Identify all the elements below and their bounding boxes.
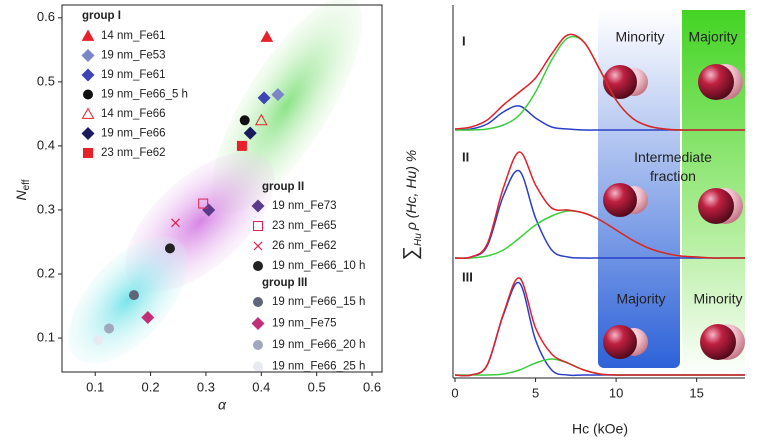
distribution-curve	[454, 169, 745, 259]
fraction-regions	[598, 10, 745, 378]
x-tick-label: 5	[532, 385, 539, 400]
legend-label: 19 nm_Fe53	[101, 50, 166, 62]
x-tick-label: 0.4	[252, 379, 270, 394]
legend-marker	[253, 361, 263, 372]
legend-marker	[83, 89, 93, 100]
y-tick-label: 0.4	[37, 137, 55, 152]
legend-marker	[251, 317, 265, 330]
legend-group-title: group I	[82, 10, 121, 22]
annotation: Majority	[688, 29, 737, 45]
y-tick-label: 0.3	[37, 201, 55, 216]
distribution-curve	[454, 33, 745, 131]
data-point	[254, 113, 268, 126]
sphere	[603, 65, 637, 99]
y-axis-label: Neff	[13, 179, 32, 200]
cluster-regions	[67, 0, 363, 364]
sphere	[603, 325, 637, 359]
annotation: Minority	[615, 29, 664, 45]
sphere	[700, 324, 736, 360]
legend-label: 19 nm_Fe66_25 h	[272, 361, 365, 373]
data-point	[171, 218, 180, 228]
legend-marker	[253, 261, 263, 271]
legend-label: 19 nm_Fe66_15 h	[272, 296, 365, 308]
data-point	[202, 203, 216, 217]
x-tick-label: 0.6	[363, 379, 381, 394]
legend-marker	[81, 127, 95, 140]
legend-label: 19 nm_Fe61	[101, 69, 166, 81]
data-point	[164, 243, 175, 254]
data-point	[260, 30, 274, 42]
legend-label: 19 nm_Fe75	[272, 318, 337, 330]
distribution-curve	[454, 277, 745, 377]
legend-label: 14 nm_Fe66	[101, 108, 166, 120]
y-tick-label: 0.1	[37, 329, 55, 344]
y-tick-label: 0.2	[37, 265, 55, 280]
y-axis-label-main: ρ (Hc, Hu) %	[403, 150, 419, 231]
legend-label: 19 nm_Fe66_10 h	[272, 260, 365, 272]
sphere	[698, 188, 734, 224]
annotation: Minority	[693, 291, 742, 307]
y-axis-label-sum-sub: Hu	[413, 233, 424, 246]
data-point	[104, 323, 115, 334]
legend-label: 19 nm_Fe66_5 h	[101, 89, 188, 101]
legend-group-title: group II	[262, 181, 304, 193]
x-tick-label: 0.1	[86, 379, 104, 394]
legend-label: 19 nm_Fe73	[272, 200, 337, 212]
legend-label: 14 nm_Fe61	[101, 30, 166, 42]
x-tick-label: 15	[689, 385, 703, 400]
data-point	[271, 88, 285, 102]
legend-marker	[81, 107, 95, 119]
x-tick-label: 0	[451, 385, 458, 400]
annotation: Intermediate fraction	[634, 149, 712, 184]
region-group-iii	[67, 236, 189, 364]
sphere	[603, 183, 637, 217]
data-point	[92, 334, 103, 345]
y-axis-label-sub: eff	[21, 179, 32, 190]
data-point	[236, 140, 247, 151]
annotation: Majority	[616, 291, 665, 307]
y-tick-label: 0.5	[37, 73, 55, 88]
data-point	[128, 290, 139, 301]
legend-marker	[83, 148, 93, 158]
x-axis-label: Hc (kOe)	[572, 421, 628, 437]
legend-label: 19 nm_Fe66_20 h	[272, 339, 365, 351]
distribution-curve	[454, 151, 745, 260]
data-point	[239, 115, 250, 126]
sphere	[698, 64, 734, 100]
left-plot-frame	[61, 4, 383, 373]
legend-marker	[253, 241, 263, 251]
panel-label: III	[462, 269, 473, 284]
panel-label: I	[462, 33, 466, 48]
y-axis-label-main: N	[13, 190, 29, 201]
x-tick-label: 0.2	[142, 379, 160, 394]
x-axis-label: α	[218, 397, 227, 413]
legend-label: 23 nm_Fe62	[101, 147, 166, 159]
panel-label: II	[462, 149, 469, 164]
y-axis-label-sum: ∑	[400, 246, 422, 260]
x-tick-label: 0.3	[197, 379, 215, 394]
y-tick-label: 0.6	[37, 9, 55, 24]
x-tick-label: 0.5	[308, 379, 326, 394]
legend-group-title: group III	[262, 277, 307, 289]
data-point	[243, 126, 257, 140]
legend-marker	[81, 29, 95, 41]
legend-label: 19 nm_Fe66	[101, 128, 166, 140]
y-axis-label: ∑Hu ρ (Hc, Hu) %	[400, 150, 423, 260]
data-point	[198, 198, 209, 209]
legend-marker	[81, 49, 95, 62]
x-tick-label: 10	[609, 385, 623, 400]
data-point	[141, 311, 155, 325]
legend-marker	[253, 340, 263, 350]
data-point	[257, 91, 271, 105]
legend-marker	[251, 199, 265, 213]
legend-label: 26 nm_Fe62	[272, 240, 337, 252]
legend-marker	[253, 221, 263, 231]
legend-label: 23 nm_Fe65	[272, 220, 337, 232]
legend-marker	[81, 68, 95, 82]
legend-marker	[253, 297, 263, 307]
